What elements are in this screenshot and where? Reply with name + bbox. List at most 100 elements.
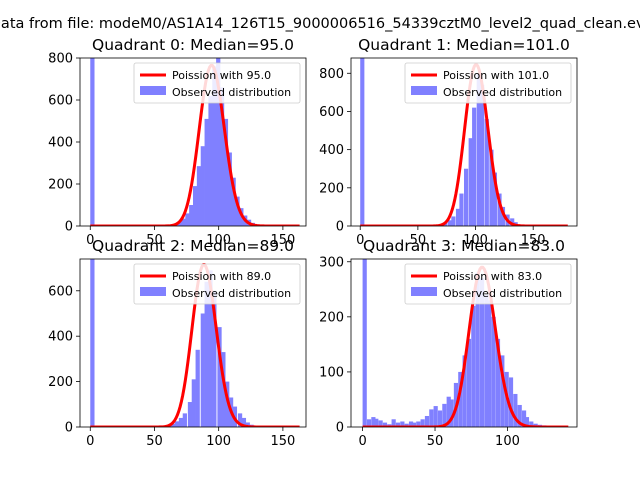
- histogram-bar: [437, 410, 443, 427]
- histogram-bar: [533, 423, 538, 427]
- histogram-bar: [508, 377, 514, 427]
- histogram-bar: [458, 371, 463, 427]
- histogram-bar: [462, 355, 467, 427]
- y-tick-label: 0: [336, 421, 344, 436]
- legend-box: [133, 263, 301, 305]
- histogram-bar: [221, 352, 226, 427]
- histogram-bar: [517, 404, 522, 427]
- poisson-curve: [90, 263, 300, 427]
- y-tick-label: 0: [336, 220, 344, 235]
- chart-title: Quadrant 0: Median=95.0: [92, 36, 294, 54]
- histogram-bar: [185, 213, 190, 226]
- histogram-bar: [446, 396, 451, 427]
- poisson-curve: [359, 63, 569, 226]
- histogram-bar: [492, 172, 497, 226]
- histogram-bar: [404, 423, 409, 427]
- histogram-bar: [90, 58, 95, 226]
- histogram-bar: [360, 58, 365, 226]
- histogram-bar: [200, 146, 205, 226]
- quadrant-1-chart: 0 50 100 150 0 200 400 600 800 Quadrant 1: Median…: [319, 36, 578, 248]
- histogram-bar: [178, 417, 184, 427]
- histogram-bar: [424, 415, 430, 427]
- y-tick-label: 800: [48, 52, 73, 67]
- histogram-bar: [374, 418, 379, 427]
- histogram-bar: [491, 316, 496, 427]
- y-tick-label: 300: [319, 255, 344, 270]
- legend-box: [133, 62, 301, 104]
- histogram-bar: [487, 300, 492, 427]
- axes-frame: [350, 57, 578, 227]
- histogram-bar: [235, 196, 240, 226]
- histogram-bar: [208, 95, 213, 226]
- legend: Poission with 89.0 Observed distribution: [133, 263, 301, 305]
- histogram-bar: [177, 221, 182, 226]
- histogram-bar: [241, 417, 247, 427]
- axes-frame: [79, 258, 307, 428]
- histogram-bar: [191, 379, 196, 427]
- histogram-bar: [442, 403, 447, 427]
- histogram-bar: [378, 420, 383, 427]
- histogram-bar: [479, 278, 485, 427]
- histogram-bar: [472, 107, 477, 226]
- histogram-bar: [187, 402, 193, 427]
- y-tick-label: 400: [319, 143, 344, 158]
- histogram-bar: [495, 338, 501, 427]
- legend-poisson-label: Poission with 89.0: [172, 270, 271, 283]
- legend-observed-swatch: [140, 287, 166, 296]
- histogram-bar: [231, 177, 236, 226]
- x-tick-label: 0: [86, 434, 94, 449]
- x-tick-label: 50: [410, 233, 427, 248]
- histogram-bar: [420, 419, 425, 427]
- histogram-bar: [216, 58, 221, 226]
- histogram-bar: [204, 281, 209, 427]
- histogram-bar: [484, 119, 489, 226]
- histogram-bar: [513, 393, 518, 427]
- x-tick-label: 150: [270, 233, 295, 248]
- histogram-bar: [217, 327, 222, 427]
- x-tick-label: 100: [463, 233, 488, 248]
- legend-poisson-label: Poission with 101.0: [443, 69, 549, 82]
- y-tick-label: 800: [319, 67, 344, 82]
- quadrant-2-chart: 0 50 100 150 0 200 400 600 Quadrant 2: Median=89…: [48, 237, 307, 449]
- histogram-bar: [196, 166, 202, 226]
- y-tick-label: 600: [319, 105, 344, 120]
- legend-observed-swatch: [411, 287, 437, 296]
- histogram-bar: [455, 208, 461, 226]
- legend-observed-label: Observed distribution: [172, 86, 291, 99]
- histogram-bar: [466, 338, 472, 427]
- histogram-bars: [90, 58, 263, 226]
- x-tick-label: 50: [427, 434, 444, 449]
- histogram-bar: [433, 406, 438, 427]
- histogram-bar: [219, 87, 225, 226]
- legend: Poission with 101.0 Observed distribution: [404, 62, 572, 104]
- y-tick-label: 600: [48, 284, 73, 299]
- x-tick-label: 150: [521, 233, 546, 248]
- histogram-bar: [400, 421, 405, 427]
- quadrant-0-chart: 0 50 100 150 0 200 400 600 800 Quadrant 0: Median…: [48, 36, 307, 248]
- histogram-bar: [212, 66, 217, 226]
- histogram-bar: [237, 413, 243, 427]
- histogram-bar: [416, 421, 421, 427]
- x-tick-label: 150: [270, 434, 295, 449]
- histogram-bar: [468, 138, 473, 226]
- y-tick-label: 0: [65, 421, 73, 436]
- histogram-bar: [510, 218, 515, 226]
- legend-box: [404, 263, 572, 305]
- histogram-bars: [90, 259, 259, 427]
- histogram-bar: [449, 399, 454, 427]
- y-tick-label: 200: [48, 178, 73, 193]
- histogram-bar: [182, 413, 187, 427]
- histogram-bars: [362, 259, 551, 427]
- legend-observed-label: Observed distribution: [172, 287, 291, 300]
- histogram-bar: [195, 349, 200, 427]
- histogram-bar: [476, 73, 481, 226]
- x-tick-label: 100: [495, 434, 520, 449]
- y-tick-label: 400: [48, 136, 73, 151]
- histogram-bar: [524, 417, 530, 427]
- histogram-bar: [227, 152, 232, 226]
- y-tick-label: 200: [319, 310, 344, 325]
- y-tick-label: 200: [319, 181, 344, 196]
- histogram-bar: [451, 216, 456, 226]
- histogram-bar: [497, 193, 502, 226]
- histogram-bar: [411, 422, 417, 427]
